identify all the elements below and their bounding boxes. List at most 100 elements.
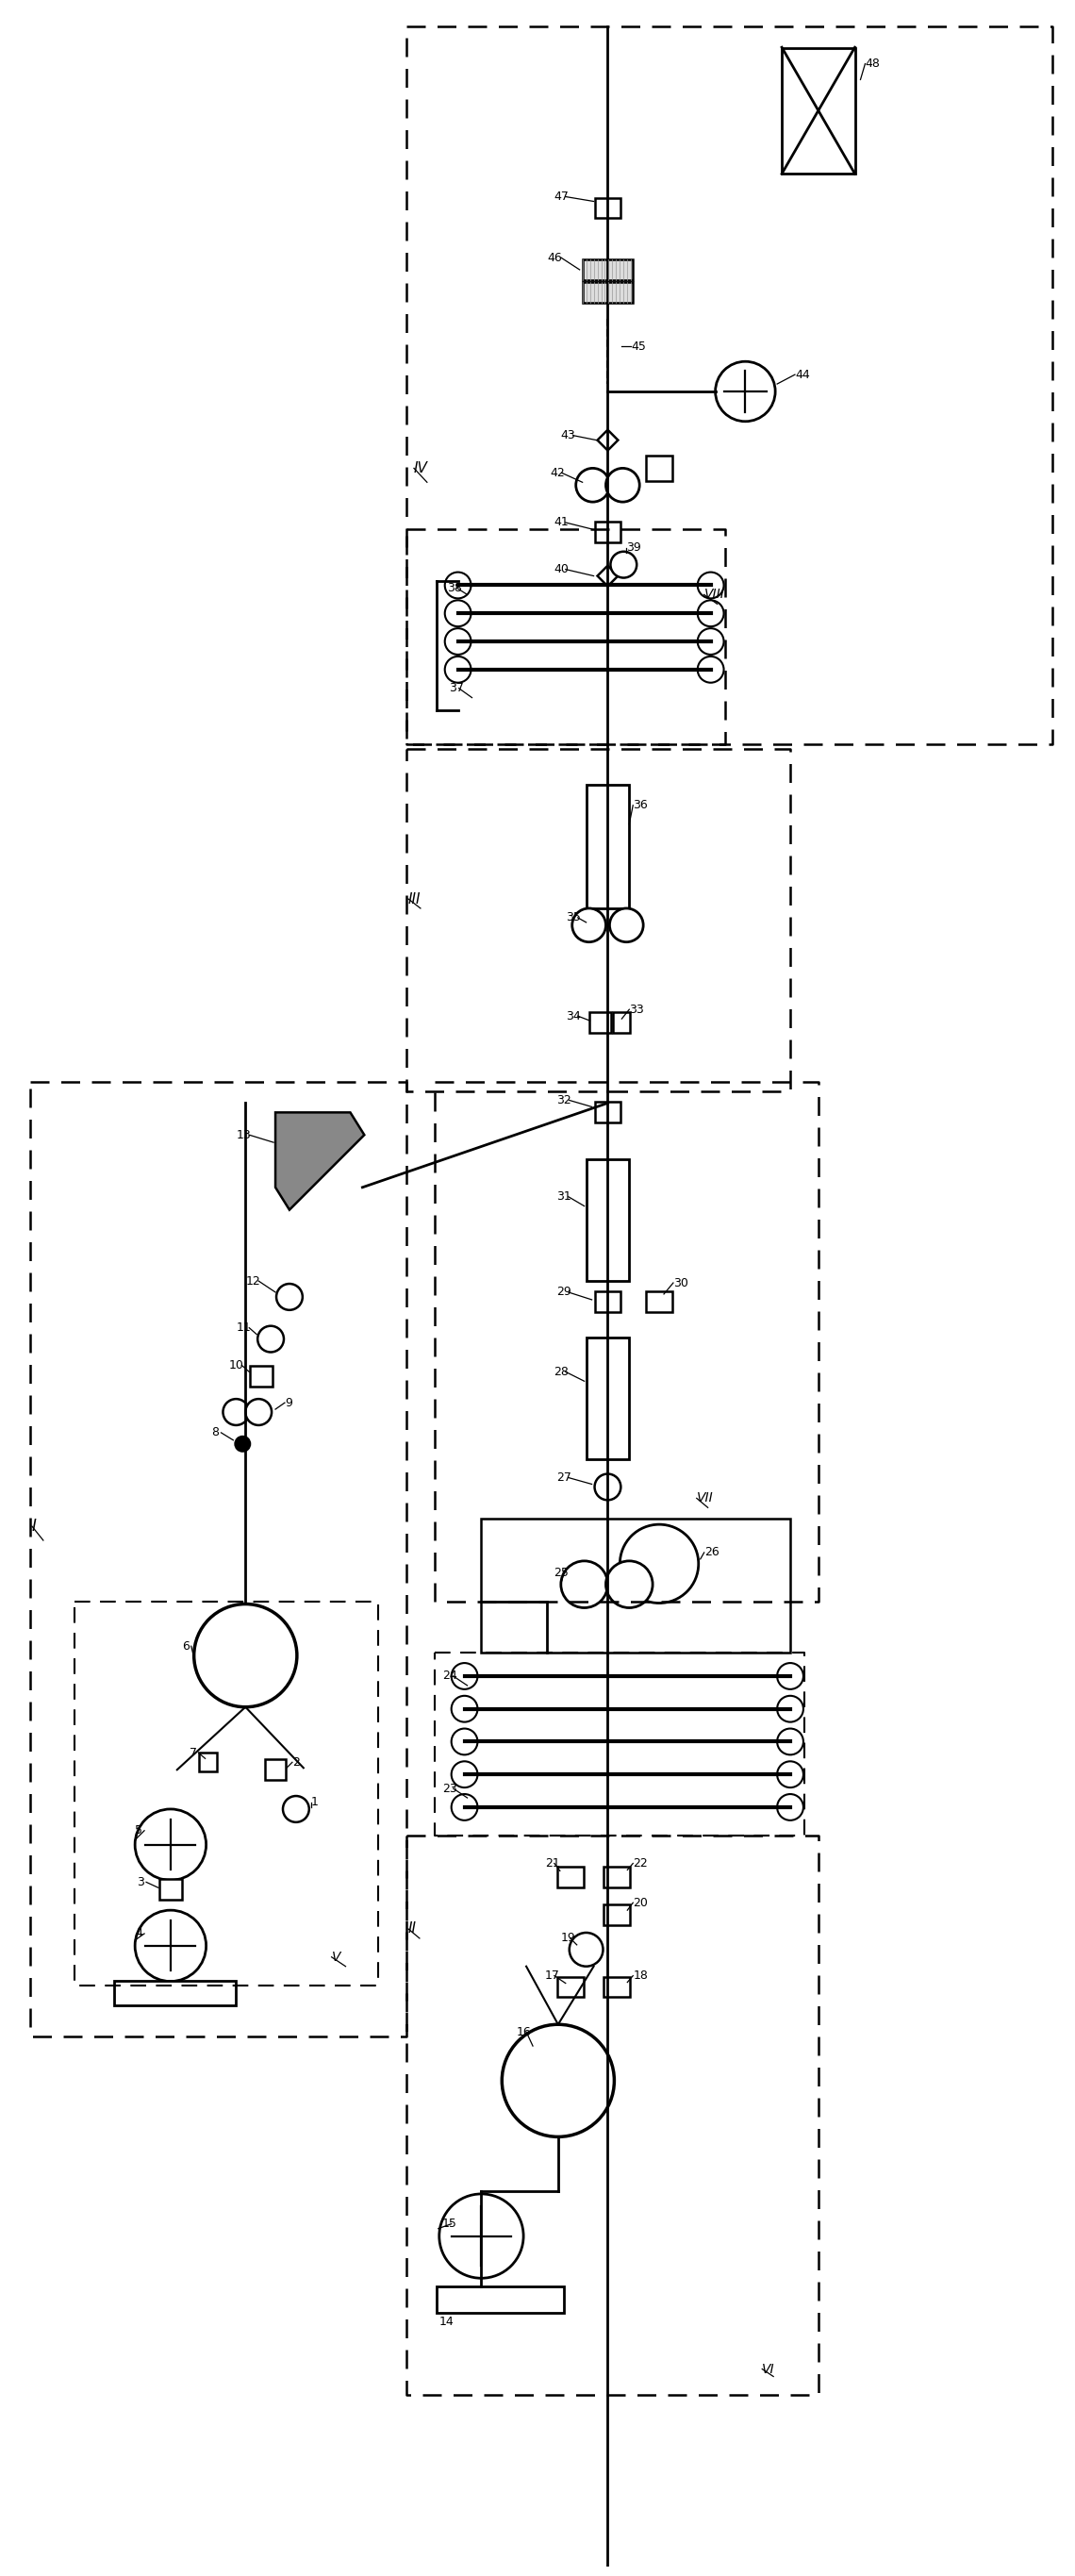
Bar — [159, 1880, 182, 1901]
Bar — [482, 1520, 790, 1654]
Text: 31: 31 — [556, 1190, 571, 1203]
Text: 27: 27 — [556, 1471, 571, 1484]
Text: 7: 7 — [189, 1747, 197, 1759]
Circle shape — [611, 551, 636, 577]
Bar — [594, 198, 620, 219]
Circle shape — [698, 600, 723, 626]
Bar — [646, 1291, 672, 1311]
Bar — [199, 1752, 217, 1772]
Circle shape — [235, 1437, 250, 1450]
Text: 34: 34 — [565, 1010, 580, 1023]
Circle shape — [445, 657, 471, 683]
Bar — [604, 1868, 630, 1888]
Text: 38: 38 — [447, 582, 461, 595]
Circle shape — [194, 1605, 297, 1708]
Text: 8: 8 — [212, 1427, 219, 1440]
Bar — [604, 1976, 630, 1996]
Circle shape — [620, 1525, 699, 1602]
Text: V: V — [331, 1950, 341, 1963]
Circle shape — [135, 1808, 206, 1880]
Text: 6: 6 — [182, 1641, 189, 1651]
Text: II: II — [408, 1922, 417, 1937]
Circle shape — [452, 1793, 477, 1821]
Bar — [114, 1981, 237, 2007]
Text: III: III — [408, 891, 421, 907]
Text: 22: 22 — [633, 1857, 648, 1870]
Text: VIII: VIII — [704, 587, 725, 600]
Circle shape — [445, 600, 471, 626]
Circle shape — [135, 1911, 206, 1981]
Circle shape — [445, 629, 471, 654]
Text: 17: 17 — [545, 1971, 560, 1981]
Text: 2: 2 — [292, 1757, 300, 1767]
Text: 25: 25 — [554, 1566, 569, 1579]
Circle shape — [223, 1399, 249, 1425]
Bar — [266, 1759, 286, 1780]
Text: 33: 33 — [629, 1002, 644, 1015]
Bar — [586, 786, 629, 909]
Text: IV: IV — [414, 461, 428, 477]
Text: I: I — [32, 1517, 37, 1535]
Bar — [594, 1291, 620, 1311]
Circle shape — [452, 1728, 477, 1754]
Circle shape — [594, 1473, 620, 1499]
Text: 24: 24 — [442, 1669, 457, 1682]
Text: 35: 35 — [565, 912, 580, 925]
Text: 4: 4 — [135, 1927, 142, 1940]
Circle shape — [715, 361, 775, 422]
Circle shape — [502, 2025, 614, 2138]
Text: 41: 41 — [554, 515, 569, 528]
Text: VI: VI — [762, 2362, 775, 2375]
Bar — [614, 1012, 630, 1033]
Bar — [586, 1159, 629, 1280]
Text: 21: 21 — [545, 1857, 560, 1870]
Circle shape — [445, 572, 471, 598]
Bar — [586, 1337, 629, 1458]
Circle shape — [440, 2195, 524, 2277]
Text: 12: 12 — [245, 1275, 260, 1288]
Text: 20: 20 — [633, 1896, 648, 1909]
Text: 39: 39 — [627, 541, 642, 554]
Text: 48: 48 — [865, 57, 880, 70]
Text: VII: VII — [697, 1492, 714, 1504]
Bar — [557, 1868, 584, 1888]
Circle shape — [452, 1664, 477, 1690]
Circle shape — [777, 1695, 803, 1721]
Text: 28: 28 — [554, 1365, 569, 1378]
Bar — [557, 1976, 584, 1996]
Text: 9: 9 — [285, 1396, 292, 1409]
Circle shape — [606, 1561, 653, 1607]
Text: 43: 43 — [561, 430, 576, 440]
Text: 11: 11 — [237, 1321, 250, 1334]
Text: 15: 15 — [442, 2218, 457, 2231]
Bar — [646, 456, 672, 482]
Text: 30: 30 — [673, 1278, 688, 1288]
Circle shape — [576, 469, 610, 502]
Text: 18: 18 — [633, 1971, 648, 1981]
Circle shape — [777, 1728, 803, 1754]
Polygon shape — [275, 1113, 364, 1211]
Bar — [604, 1904, 630, 1924]
Text: 5: 5 — [135, 1824, 143, 1837]
Circle shape — [258, 1327, 284, 1352]
Circle shape — [610, 909, 643, 943]
Text: 45: 45 — [631, 340, 646, 353]
Circle shape — [570, 1932, 603, 1965]
Text: 14: 14 — [440, 2316, 454, 2329]
Text: 40: 40 — [555, 564, 570, 574]
Circle shape — [777, 1762, 803, 1788]
Circle shape — [561, 1561, 607, 1607]
Text: 32: 32 — [556, 1095, 571, 1108]
Text: 23: 23 — [442, 1783, 457, 1795]
Circle shape — [452, 1695, 477, 1721]
Circle shape — [606, 469, 640, 502]
Text: 36: 36 — [633, 799, 648, 811]
Circle shape — [283, 1795, 310, 1821]
Bar — [583, 281, 633, 301]
Circle shape — [777, 1793, 803, 1821]
Bar — [594, 1103, 620, 1123]
Circle shape — [572, 909, 606, 943]
Text: 42: 42 — [549, 466, 564, 479]
Circle shape — [777, 1664, 803, 1690]
Text: 44: 44 — [794, 368, 809, 381]
